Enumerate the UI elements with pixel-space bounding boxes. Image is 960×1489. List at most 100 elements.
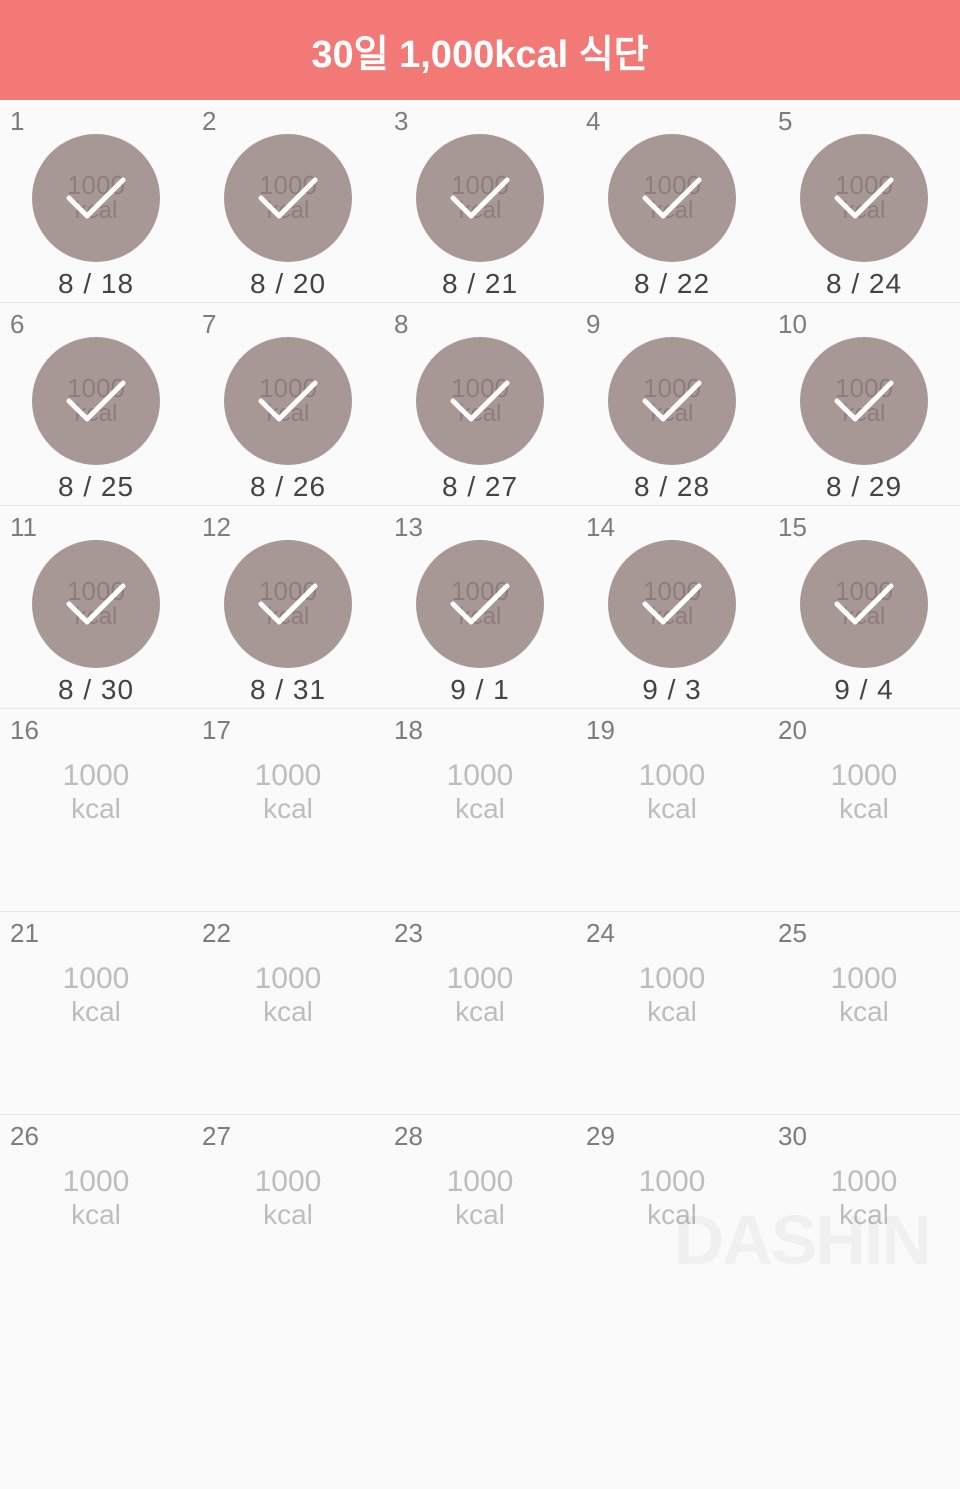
day-cell[interactable]: 201000kcal: [768, 709, 960, 912]
day-cell[interactable]: 25 1000kcal: [768, 912, 960, 1115]
day-number: 30: [778, 1121, 807, 1152]
day-cell[interactable]: 51000kcal8 / 24: [768, 100, 960, 303]
day-cell[interactable]: 21000kcal8 / 20: [192, 100, 384, 303]
day-cell[interactable]: 9 1000kcal 8 / 28: [576, 303, 768, 506]
completed-badge: 1000kcal: [416, 134, 544, 262]
day-cell[interactable]: 131000kcal9 / 1: [384, 506, 576, 709]
completion-date: 8 / 26: [250, 471, 326, 503]
badge-value: 1000: [451, 578, 509, 604]
day-cell[interactable]: 7 1000kcal 8 / 26: [192, 303, 384, 506]
badge-unit: kcal: [843, 401, 886, 427]
completion-date: 9 / 4: [834, 674, 893, 706]
badge-value: 1000: [451, 172, 509, 198]
badge-value: 1000: [63, 759, 130, 792]
day-cell[interactable]: 231000kcal: [384, 912, 576, 1115]
badge-value: 1000: [67, 375, 125, 401]
badge-unit: kcal: [459, 604, 502, 630]
pending-badge: 1000kcal: [831, 759, 898, 826]
day-number: 25: [778, 918, 807, 949]
badge-unit: kcal: [831, 995, 898, 1029]
badge-value: 1000: [835, 172, 893, 198]
completion-date: 8 / 30: [58, 674, 134, 706]
badge-unit: kcal: [459, 198, 502, 224]
pending-badge: 1000kcal: [639, 759, 706, 826]
pending-badge: 1000kcal: [639, 1165, 706, 1232]
day-number: 15: [778, 512, 807, 543]
day-number: 16: [10, 715, 39, 746]
badge-unit: kcal: [255, 995, 322, 1029]
completion-date: 8 / 27: [442, 471, 518, 503]
pending-badge: 1000kcal: [831, 1165, 898, 1232]
day-number: 17: [202, 715, 231, 746]
day-cell[interactable]: 61000kcal8 / 25: [0, 303, 192, 506]
day-cell[interactable]: 11000kcal8 / 18: [0, 100, 192, 303]
day-cell[interactable]: 121000kcal8 / 31: [192, 506, 384, 709]
day-cell[interactable]: 81000kcal8 / 27: [384, 303, 576, 506]
badge-unit: kcal: [267, 604, 310, 630]
day-cell[interactable]: 18 1000kcal: [384, 709, 576, 912]
day-cell[interactable]: 30 1000kcal: [768, 1115, 960, 1300]
challenge-tracker: 30일 1,000kcal 식단 11000kcal8 / 1821000kca…: [0, 0, 960, 1300]
badge-value: 1000: [643, 172, 701, 198]
badge-unit: kcal: [267, 401, 310, 427]
day-cell[interactable]: 19 1000kcal: [576, 709, 768, 912]
completion-date: 8 / 25: [58, 471, 134, 503]
completed-badge: 1000kcal: [416, 540, 544, 668]
day-cell[interactable]: 281000kcal: [384, 1115, 576, 1300]
day-number: 9: [586, 309, 600, 340]
badge-value: 1000: [447, 1165, 514, 1198]
page-title: 30일 1,000kcal 식단: [0, 0, 960, 100]
day-grid: 11000kcal8 / 1821000kcal8 / 2031000kcal8…: [0, 100, 960, 1300]
day-cell[interactable]: 291000kcal: [576, 1115, 768, 1300]
day-cell[interactable]: 161000kcal: [0, 709, 192, 912]
badge-unit: kcal: [843, 604, 886, 630]
badge-value: 1000: [259, 172, 317, 198]
completion-date: 8 / 24: [826, 268, 902, 300]
badge-unit: kcal: [63, 1198, 130, 1232]
completion-date: 8 / 21: [442, 268, 518, 300]
day-cell[interactable]: 101000kcal8 / 29: [768, 303, 960, 506]
day-cell[interactable]: 211000kcal: [0, 912, 192, 1115]
completed-badge: 1000kcal: [32, 134, 160, 262]
completed-badge: 1000kcal: [800, 134, 928, 262]
completed-badge: 1000kcal: [608, 540, 736, 668]
pending-badge: 1000kcal: [255, 759, 322, 826]
badge-unit: kcal: [639, 1198, 706, 1232]
day-number: 23: [394, 918, 423, 949]
badge-value: 1000: [643, 578, 701, 604]
badge-value: 1000: [259, 375, 317, 401]
badge-unit: kcal: [267, 198, 310, 224]
day-cell[interactable]: 241000kcal: [576, 912, 768, 1115]
day-cell[interactable]: 221000kcal: [192, 912, 384, 1115]
day-cell[interactable]: 111000kcal8 / 30: [0, 506, 192, 709]
day-cell[interactable]: 141000kcal9 / 3: [576, 506, 768, 709]
day-cell[interactable]: 17 1000kcal: [192, 709, 384, 912]
badge-unit: kcal: [639, 995, 706, 1029]
completed-badge: 1000kcal: [32, 540, 160, 668]
day-cell[interactable]: 41000kcal8 / 22: [576, 100, 768, 303]
badge-value: 1000: [831, 962, 898, 995]
day-number: 19: [586, 715, 615, 746]
completion-date: 8 / 28: [634, 471, 710, 503]
day-cell[interactable]: 261000kcal: [0, 1115, 192, 1300]
badge-unit: kcal: [63, 995, 130, 1029]
badge-value: 1000: [255, 962, 322, 995]
day-number: 24: [586, 918, 615, 949]
badge-value: 1000: [639, 759, 706, 792]
day-cell[interactable]: 151000kcal9 / 4: [768, 506, 960, 709]
badge-value: 1000: [67, 172, 125, 198]
badge-unit: kcal: [843, 198, 886, 224]
day-cell[interactable]: 31000kcal8 / 21: [384, 100, 576, 303]
day-number: 18: [394, 715, 423, 746]
badge-value: 1000: [447, 962, 514, 995]
badge-unit: kcal: [255, 1198, 322, 1232]
badge-unit: kcal: [651, 198, 694, 224]
pending-badge: 1000kcal: [447, 759, 514, 826]
day-cell[interactable]: 271000kcal: [192, 1115, 384, 1300]
day-number: 27: [202, 1121, 231, 1152]
day-number: 6: [10, 309, 24, 340]
day-number: 7: [202, 309, 216, 340]
completed-badge: 1000kcal: [608, 337, 736, 465]
badge-unit: kcal: [447, 792, 514, 826]
badge-value: 1000: [835, 375, 893, 401]
